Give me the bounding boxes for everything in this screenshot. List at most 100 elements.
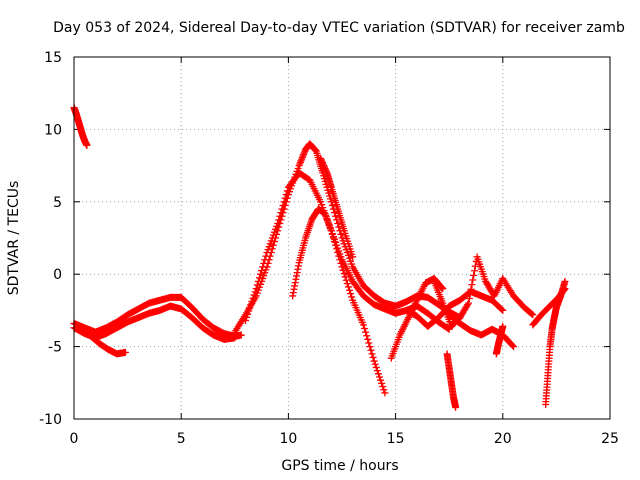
- data-point: [347, 290, 355, 298]
- data-point: [237, 331, 245, 339]
- series-arc-end-2: [529, 285, 569, 329]
- data-point: [248, 297, 256, 305]
- x-tick-label: 25: [601, 431, 619, 447]
- data-point: [336, 256, 344, 264]
- data-point: [367, 346, 375, 354]
- data-point: [282, 191, 290, 199]
- data-point: [83, 141, 91, 149]
- data-point: [469, 276, 477, 284]
- y-tick-label: 15: [44, 50, 62, 66]
- data-point: [362, 328, 370, 336]
- data-point: [369, 353, 377, 361]
- data-point: [561, 285, 569, 293]
- data-point: [361, 325, 369, 332]
- data-point: [334, 220, 342, 228]
- series-arc-early: [70, 104, 91, 149]
- data-point: [250, 291, 258, 299]
- data-point: [366, 343, 374, 351]
- data-point: [377, 376, 385, 384]
- x-tick-label: 10: [279, 431, 297, 447]
- x-tick-label: 0: [70, 431, 79, 447]
- x-tick-label: 15: [387, 431, 405, 447]
- y-tick-label: -10: [39, 412, 62, 428]
- data-point: [452, 403, 460, 411]
- data-point: [328, 230, 336, 238]
- data-point: [332, 241, 340, 249]
- data-point: [370, 357, 378, 365]
- data-point: [335, 252, 343, 260]
- y-tick-label: -5: [48, 340, 62, 356]
- y-tick-label: 0: [53, 267, 62, 283]
- chart-title: Day 053 of 2024, Sidereal Day-to-day VTE…: [53, 20, 625, 36]
- data-point: [439, 285, 447, 293]
- data-point: [349, 253, 357, 261]
- data-point: [499, 306, 507, 314]
- data-point: [470, 271, 478, 279]
- data-point: [508, 341, 516, 349]
- data-point: [337, 230, 345, 238]
- x-tick-label: 20: [494, 431, 512, 447]
- data-point: [329, 234, 337, 242]
- data-point: [373, 367, 381, 375]
- data-point: [261, 256, 269, 264]
- data-point: [374, 370, 382, 378]
- data-point: [330, 238, 338, 246]
- series-arc-late-1: [387, 275, 447, 362]
- data-point: [468, 281, 476, 289]
- data-point: [343, 280, 351, 288]
- data-point: [464, 299, 472, 307]
- data-point: [277, 209, 285, 217]
- series-arc-mid-2: [317, 154, 357, 261]
- series-arc-dip-2: [492, 322, 507, 358]
- series-arc-late-2: [402, 288, 507, 330]
- data-point: [260, 259, 268, 267]
- data-point: [359, 321, 367, 329]
- data-point: [346, 286, 354, 294]
- data-point: [381, 389, 389, 397]
- data-point: [244, 310, 252, 318]
- data-point: [529, 311, 537, 319]
- data-point: [348, 293, 356, 301]
- data-point: [340, 270, 348, 278]
- data-point: [470, 267, 478, 275]
- data-point: [344, 283, 352, 291]
- x-axis-ticks: 0 5 10 15 20 25: [70, 57, 619, 447]
- data-point: [337, 259, 345, 267]
- data-point: [276, 212, 284, 220]
- data-point: [255, 274, 263, 282]
- data-point: [257, 270, 265, 278]
- data-point: [280, 198, 288, 206]
- data-point: [342, 276, 350, 284]
- data-point: [327, 198, 335, 206]
- data-point: [499, 322, 507, 330]
- data-point: [561, 277, 569, 285]
- series-arc-late-3: [430, 253, 537, 330]
- x-axis-label: GPS time / hours: [281, 458, 398, 474]
- data-point: [258, 267, 266, 275]
- data-point: [247, 301, 255, 309]
- data-point: [279, 201, 287, 209]
- data-point: [333, 245, 341, 253]
- data-point: [466, 290, 474, 298]
- data-point: [510, 343, 518, 351]
- data-point: [246, 304, 254, 312]
- data-point: [262, 252, 270, 260]
- data-points: [70, 104, 569, 411]
- x-tick-label: 5: [177, 431, 186, 447]
- data-point: [467, 285, 475, 293]
- data-point: [339, 266, 347, 274]
- data-point: [363, 332, 371, 340]
- data-point: [270, 238, 278, 246]
- data-point: [365, 339, 373, 347]
- data-point: [372, 363, 380, 371]
- plot-border: [73, 56, 611, 420]
- data-point: [368, 350, 376, 358]
- y-axis-label: SDTVAR / TECUs: [6, 181, 22, 296]
- series-arc-2: [70, 302, 239, 343]
- data-point: [528, 310, 536, 318]
- data-point: [245, 307, 253, 315]
- data-point: [498, 305, 506, 313]
- data-point: [242, 317, 250, 325]
